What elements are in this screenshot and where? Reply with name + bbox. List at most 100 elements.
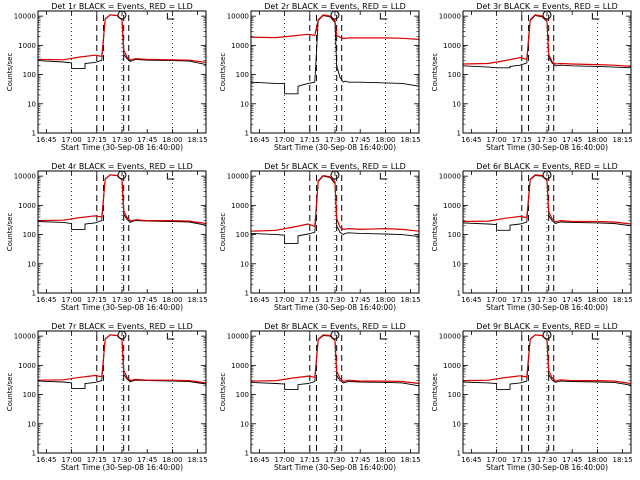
x-axis-label: Start Time (30-Sep-08 16:40:00) bbox=[486, 143, 608, 152]
panel-5: Det 5r BLACK = Events, RED = LLD 1 10 100 10… bbox=[219, 162, 421, 312]
y-axis-label: Counts/sec bbox=[431, 213, 439, 252]
x-tick-label: 18:15 bbox=[401, 136, 421, 144]
x-tick-label: 17:00 bbox=[275, 296, 295, 304]
y-tick-label: 1000 bbox=[443, 362, 461, 370]
x-tick-label: 18:00 bbox=[162, 456, 182, 464]
x-tick-label: 16:45 bbox=[249, 296, 269, 304]
panel-4: Det 4r BLACK = Events, RED = LLD 1 10 100 10… bbox=[6, 162, 208, 312]
annotation-bracket bbox=[166, 173, 175, 180]
panel-title: Det 6r BLACK = Events, RED = LLD bbox=[476, 162, 618, 171]
x-tick-label: 18:15 bbox=[188, 136, 208, 144]
x-tick-label: 17:15 bbox=[512, 136, 532, 144]
x-tick-label: 17:30 bbox=[537, 456, 557, 464]
y-tick-label: 100 bbox=[236, 231, 249, 239]
annotation-bracket bbox=[591, 333, 600, 340]
lld-series-line bbox=[37, 334, 207, 384]
lld-series-line bbox=[462, 14, 632, 67]
x-tick-label: 17:00 bbox=[62, 136, 82, 144]
lld-series-line bbox=[250, 174, 420, 232]
x-tick-label: 17:30 bbox=[112, 456, 132, 464]
x-tick-label: 16:45 bbox=[249, 456, 269, 464]
y-tick-label: 1000 bbox=[231, 362, 249, 370]
y-tick-label: 10 bbox=[452, 100, 461, 108]
x-tick-label: 16:45 bbox=[461, 136, 481, 144]
y-tick-label: 1 bbox=[245, 290, 249, 298]
x-tick-label: 17:30 bbox=[325, 296, 345, 304]
panel-title: Det 3r BLACK = Events, RED = LLD bbox=[476, 2, 618, 11]
x-tick-label: 17:45 bbox=[562, 296, 582, 304]
y-tick-label: 100 bbox=[236, 71, 249, 79]
y-tick-label: 10 bbox=[452, 420, 461, 428]
lld-series-line bbox=[37, 14, 207, 63]
x-tick-label: 17:15 bbox=[87, 296, 107, 304]
y-axis-label: Counts/sec bbox=[6, 53, 14, 92]
x-tick-label: 18:00 bbox=[162, 296, 182, 304]
panel-1: Det 1r BLACK = Events, RED = LLD 1 10 100 10… bbox=[6, 2, 208, 152]
y-tick-label: 1 bbox=[457, 450, 461, 458]
x-tick-label: 17:45 bbox=[350, 296, 370, 304]
panel-title: Det 5r BLACK = Events, RED = LLD bbox=[264, 162, 406, 171]
x-tick-label: 17:45 bbox=[137, 136, 157, 144]
y-axis-label: Counts/sec bbox=[431, 53, 439, 92]
y-tick-label: 10 bbox=[240, 420, 249, 428]
y-tick-label: 10 bbox=[452, 260, 461, 268]
y-tick-label: 1000 bbox=[231, 42, 249, 50]
y-tick-label: 1 bbox=[457, 130, 461, 138]
x-tick-label: 18:00 bbox=[587, 296, 607, 304]
x-tick-label: 17:15 bbox=[300, 296, 320, 304]
y-tick-label: 10000 bbox=[14, 13, 36, 21]
annotation-bracket bbox=[591, 13, 600, 20]
x-tick-label: 17:30 bbox=[112, 136, 132, 144]
panel-title: Det 8r BLACK = Events, RED = LLD bbox=[264, 322, 406, 331]
x-tick-label: 17:00 bbox=[487, 456, 507, 464]
y-tick-label: 100 bbox=[236, 391, 249, 399]
y-tick-label: 10000 bbox=[439, 333, 461, 341]
x-axis-label: Start Time (30-Sep-08 16:40:00) bbox=[61, 143, 183, 152]
y-tick-label: 1000 bbox=[18, 42, 36, 50]
panel-title: Det 2r BLACK = Events, RED = LLD bbox=[264, 2, 406, 11]
x-axis-label: Start Time (30-Sep-08 16:40:00) bbox=[274, 143, 396, 152]
x-tick-label: 18:00 bbox=[587, 136, 607, 144]
panel-6: Det 6r BLACK = Events, RED = LLD 1 10 100 10… bbox=[431, 162, 633, 312]
y-tick-label: 1 bbox=[245, 450, 249, 458]
annotation-bracket bbox=[166, 333, 175, 340]
panel-title: Det 1r BLACK = Events, RED = LLD bbox=[51, 2, 193, 11]
lld-series-line bbox=[250, 334, 420, 385]
y-tick-label: 1000 bbox=[18, 362, 36, 370]
x-axis-label: Start Time (30-Sep-08 16:40:00) bbox=[274, 463, 396, 472]
x-tick-label: 16:45 bbox=[36, 456, 56, 464]
x-tick-label: 17:15 bbox=[512, 456, 532, 464]
x-tick-label: 16:45 bbox=[461, 456, 481, 464]
lld-series-line bbox=[250, 14, 420, 40]
y-tick-label: 10 bbox=[27, 100, 36, 108]
y-tick-label: 100 bbox=[23, 231, 36, 239]
annotation-bracket bbox=[379, 333, 388, 340]
x-tick-label: 17:00 bbox=[275, 136, 295, 144]
x-tick-label: 17:00 bbox=[62, 456, 82, 464]
x-tick-label: 17:30 bbox=[537, 296, 557, 304]
x-tick-label: 17:15 bbox=[512, 296, 532, 304]
x-tick-label: 18:15 bbox=[613, 296, 633, 304]
y-tick-label: 10000 bbox=[14, 173, 36, 181]
y-tick-label: 10000 bbox=[439, 13, 461, 21]
y-axis-label: Counts/sec bbox=[6, 373, 14, 412]
x-tick-label: 17:45 bbox=[562, 136, 582, 144]
panel-9: Det 9r BLACK = Events, RED = LLD 1 10 100 10… bbox=[431, 322, 633, 472]
y-tick-label: 100 bbox=[448, 391, 461, 399]
x-tick-label: 18:15 bbox=[401, 456, 421, 464]
annotation-bracket bbox=[379, 13, 388, 20]
lld-series-line bbox=[37, 174, 207, 225]
x-tick-label: 18:15 bbox=[188, 296, 208, 304]
x-tick-label: 16:45 bbox=[36, 136, 56, 144]
panel-title: Det 7r BLACK = Events, RED = LLD bbox=[51, 322, 193, 331]
x-axis-label: Start Time (30-Sep-08 16:40:00) bbox=[486, 463, 608, 472]
x-tick-label: 17:15 bbox=[300, 136, 320, 144]
lld-series-line bbox=[462, 334, 632, 385]
x-tick-label: 16:45 bbox=[249, 136, 269, 144]
y-tick-label: 100 bbox=[448, 231, 461, 239]
x-tick-label: 17:45 bbox=[350, 136, 370, 144]
y-axis-label: Counts/sec bbox=[219, 213, 227, 252]
panel-title: Det 9r BLACK = Events, RED = LLD bbox=[476, 322, 618, 331]
y-tick-label: 10000 bbox=[227, 13, 249, 21]
